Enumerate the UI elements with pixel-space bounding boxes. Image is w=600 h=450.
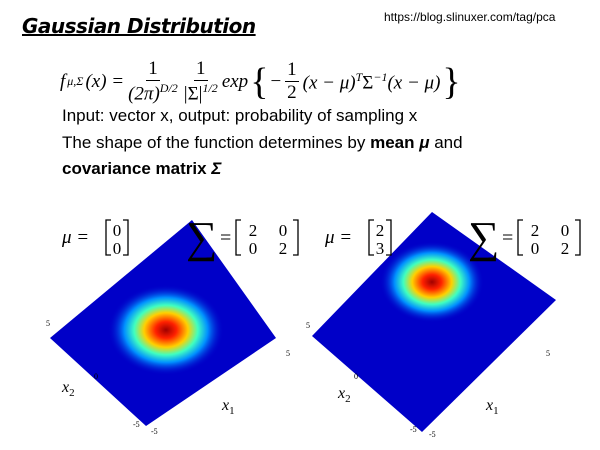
bracket [575,219,581,256]
peak [380,241,484,323]
sigma-value: 0 [561,221,570,240]
sigma-value: 2 [531,221,540,240]
bracket [235,219,241,256]
mu-value: 0 [113,239,122,258]
sigma: Σ [362,71,374,93]
sigma-exp: −1 [373,69,388,84]
mu-value: 2 [376,221,385,240]
sigma-value: 0 [279,221,288,240]
den-exp: D/2 [159,81,178,95]
x1-tick-label: 5 [286,349,290,358]
tail: (x − μ) [387,71,441,93]
bracket [368,219,374,256]
plain: and [429,133,463,152]
x2-tick-label: -5 [410,425,417,434]
fraction: 1 |Σ|1/2 [184,58,218,105]
mu-value: 0 [113,221,122,240]
body: (x − μ) [302,71,356,93]
bracket [105,219,111,256]
x2-tick-label: 0 [94,372,98,381]
denominator: 2 [287,82,297,104]
fn-subscript: μ,Σ [67,74,84,89]
sigma-symbol: ∑ [186,213,217,262]
bracket [386,219,392,256]
x1-label: x1 [485,397,499,417]
bold: covariance matrix [62,159,207,178]
axis-name: x [485,397,493,414]
bracket [517,219,523,256]
term: (x − μ)TΣ−1(x − μ) [303,70,441,94]
axis-sub: 2 [69,387,75,399]
mu-value: 3 [376,239,385,258]
equals: = [220,227,231,249]
text-line: The shape of the function determines by … [62,133,463,153]
denominator: |Σ|1/2 [184,81,218,105]
axis-name: x [61,379,69,396]
axis-name: x [337,385,345,402]
mu-label: μ = [61,227,89,248]
x2-tick-label: -5 [133,420,140,429]
x2-tick-label: 5 [306,321,310,330]
plain: The shape of the function determines by [62,133,371,152]
sigma-value: 2 [561,239,570,258]
text-line: covariance matrix Σ [62,159,221,179]
symbol: μ [419,133,430,152]
func: exp [221,70,249,92]
x1-tick-label: 5 [546,349,550,358]
den-base: |Σ| [183,83,203,105]
numerator: 1 [194,58,208,81]
axis-sub: 1 [493,405,499,417]
den-base: (2π) [128,83,160,105]
fn-name: f [60,70,66,92]
mu-label: μ = [324,227,352,248]
sigma-value: 2 [279,239,288,258]
denominator: (2π)D/2 [128,81,178,105]
x2-label: x2 [61,379,75,399]
peak [108,284,224,376]
x2-tick-label: 0 [354,372,358,381]
den-exp: 1/2 [202,81,218,95]
source-url: https://blog.slinuxer.com/tag/pca [384,10,556,24]
axis-name: x [221,397,229,414]
numerator: 1 [285,59,299,83]
bracket [123,219,129,256]
x1-tick-label: -5 [429,430,436,439]
body-exp: T [355,69,363,84]
x2-label: x2 [337,385,351,405]
axis-sub: 2 [345,393,351,405]
axis-sub: 1 [229,405,235,417]
numerator: 1 [146,58,160,81]
minus: − [270,70,282,92]
title: Gaussian Distribution [22,14,256,38]
fn-args: (x) = [85,70,125,92]
brace: } [442,60,461,103]
sigma-symbol: ∑ [468,213,499,262]
x2-tick-label: 5 [46,319,50,328]
sigma-value: 2 [249,221,258,240]
text-line: Input: vector x, output: probability of … [62,106,418,125]
sigma-value: 0 [531,239,540,258]
sigma-value: 0 [249,239,258,258]
fraction: 1 (2π)D/2 [128,58,178,105]
x1-tick-label: -5 [151,427,158,436]
symbol: Σ [211,159,222,178]
bold: mean [370,133,415,152]
equals: = [502,227,513,249]
brace: { [250,60,269,103]
bracket [293,219,299,256]
x1-label: x1 [221,397,235,417]
